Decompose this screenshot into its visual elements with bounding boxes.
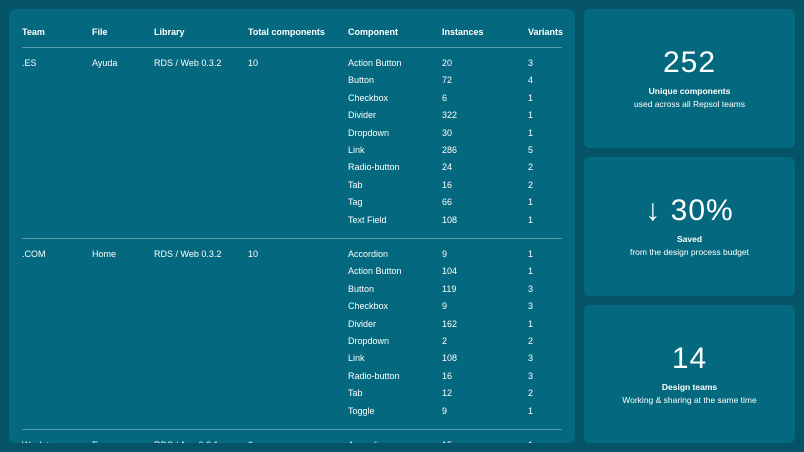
- cell-component: Action Button: [348, 58, 402, 68]
- header-total-components: Total components: [248, 27, 325, 37]
- cell-instances: 72: [442, 75, 453, 86]
- cell-instances: 24: [442, 162, 453, 173]
- cell-variants: 1: [528, 318, 534, 329]
- cell-component: Accordion: [348, 440, 388, 443]
- cell-instances: 108: [442, 353, 458, 364]
- cell-variants: 1: [528, 92, 534, 103]
- stat-value: 252: [662, 46, 717, 79]
- cell-component: Text Field: [348, 214, 387, 225]
- cell-file: Ecommerce: [92, 440, 140, 443]
- cell-instances: 12: [442, 388, 453, 399]
- stat-subtitle: Working & sharing at the same time: [622, 395, 757, 405]
- component-usage-table: Team File Library Total components Compo…: [9, 9, 575, 443]
- cell-library: RDS / Web 0.3.2: [154, 58, 222, 68]
- header-variants: Variants: [528, 27, 564, 37]
- cell-component: Accordion: [348, 249, 389, 259]
- cell-instances: 2: [442, 336, 448, 346]
- cell-variants: 3: [528, 58, 534, 68]
- stat-card-saved: ↓ 30% Saved from the design process budg…: [584, 157, 795, 296]
- cell-variants: 3: [528, 353, 534, 364]
- cell-library: RDS / Web 0.3.2: [154, 249, 222, 259]
- cell-variants: 2: [528, 336, 534, 346]
- stat-title: Saved: [676, 234, 703, 244]
- cell-instances: 108: [442, 214, 458, 225]
- cell-instances: 30: [442, 127, 453, 138]
- header-file: File: [92, 27, 108, 37]
- cell-component: Divider: [348, 318, 377, 329]
- cell-instances: 322: [442, 110, 458, 121]
- cell-total-components: 10: [248, 58, 259, 68]
- stat-card-unique-components: 252 Unique components used across all Re…: [584, 9, 795, 148]
- stat-subtitle: from the design process budget: [629, 247, 750, 257]
- cell-variants: 3: [528, 283, 534, 294]
- cell-variants: 1: [528, 405, 534, 416]
- cell-component: Tab: [348, 388, 363, 399]
- cell-instances: 9: [442, 249, 448, 259]
- cell-component: Checkbox: [348, 301, 389, 312]
- cell-component: Dropdown: [348, 336, 390, 346]
- cell-variants: 1: [528, 249, 534, 259]
- cell-component: Action Button: [348, 266, 402, 277]
- table-group: Waylet Ecommerce RDS / App 0.3.1 8 Accordion…: [22, 430, 562, 443]
- stat-title: Unique components: [648, 86, 731, 96]
- table-group: .COM Home RDS / Web 0.3.2 10 Accordion 9 1 Acti…: [22, 239, 562, 430]
- cell-component: Checkbox: [348, 92, 389, 103]
- cell-instances: 16: [442, 179, 453, 190]
- cell-total-components: 10: [248, 249, 259, 259]
- cell-variants: 3: [528, 370, 534, 381]
- cell-team: .ES: [22, 58, 37, 68]
- cell-variants: 2: [528, 388, 534, 399]
- cell-component: Button: [348, 75, 375, 86]
- cell-library: RDS / App 0.3.1: [154, 440, 219, 443]
- cell-file: Home: [92, 249, 117, 259]
- cell-team: .COM: [22, 249, 46, 259]
- cell-instances: 6: [442, 92, 448, 103]
- cell-component: Radio-button: [348, 370, 400, 381]
- cell-instances: 66: [442, 197, 453, 208]
- cell-file: Ayuda: [92, 58, 118, 68]
- cell-variants: 1: [528, 127, 534, 138]
- cell-instances: 20: [442, 58, 453, 68]
- cell-instances: 286: [442, 145, 458, 155]
- cell-total-components: 8: [248, 440, 253, 443]
- cell-component: Divider: [348, 110, 377, 121]
- stat-value: ↓ 30%: [645, 194, 734, 227]
- cell-instances: 119: [442, 283, 457, 294]
- header-library: Library: [154, 27, 185, 37]
- cell-instances: 104: [442, 266, 458, 277]
- stat-title: Design teams: [661, 382, 718, 392]
- cell-variants: 1: [528, 440, 533, 443]
- stat-subtitle: used across all Repsol teams: [633, 99, 746, 109]
- cell-component: Button: [348, 283, 375, 294]
- header-instances: Instances: [442, 27, 484, 37]
- cell-instances: 16: [442, 370, 453, 381]
- cell-variants: 2: [528, 179, 534, 190]
- table-header: Team File Library Total components Compo…: [22, 9, 564, 48]
- cell-instances: 162: [442, 318, 458, 329]
- cell-component: Radio-button: [348, 162, 400, 173]
- cell-instances: 15: [442, 440, 452, 443]
- cell-instances: 9: [442, 301, 448, 312]
- cell-component: Dropdown: [348, 127, 390, 138]
- cell-variants: 1: [528, 110, 534, 121]
- cell-team: Waylet: [22, 440, 49, 443]
- cell-variants: 2: [528, 162, 534, 173]
- table-group: .ES Ayuda RDS / Web 0.3.2 10 Action Button 20…: [22, 48, 562, 239]
- cell-component: Link: [348, 353, 365, 364]
- cell-variants: 5: [528, 145, 534, 155]
- cell-variants: 3: [528, 301, 534, 312]
- stat-card-design-teams: 14 Design teams Working & sharing at the…: [584, 305, 795, 443]
- header-component: Component: [348, 27, 398, 37]
- cell-component: Toggle: [348, 405, 375, 416]
- stat-value: 14: [671, 342, 708, 375]
- cell-variants: 1: [528, 197, 534, 208]
- cell-variants: 4: [528, 75, 534, 86]
- cell-variants: 1: [528, 214, 534, 225]
- cell-component: Tag: [348, 197, 363, 208]
- cell-instances: 9: [442, 405, 448, 416]
- cell-component: Link: [348, 145, 365, 155]
- cell-component: Tab: [348, 179, 363, 190]
- header-team: Team: [22, 27, 45, 37]
- cell-variants: 1: [528, 266, 534, 277]
